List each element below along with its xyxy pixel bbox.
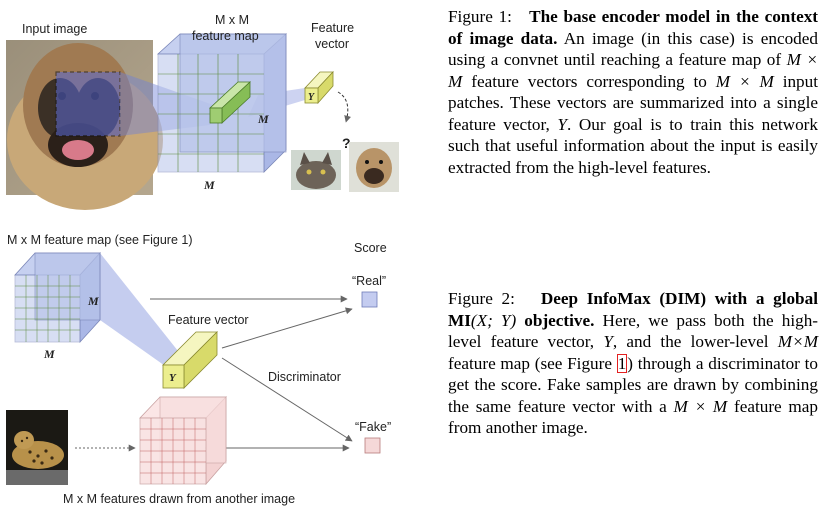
fig1-caption-math-b: M × M: [715, 71, 774, 91]
feature-vector-y: [304, 70, 334, 105]
arrow-y-to-fake-icon: [221, 357, 353, 442]
input-image-label: Input image: [22, 22, 87, 36]
figures-canvas: Input image: [6, 13, 399, 506]
fig1-caption-text-a: An image (in this case) is encoded using…: [448, 28, 818, 70]
fake-label: “Fake”: [355, 420, 391, 434]
other-image-label: M x M features drawn from another image: [63, 492, 295, 506]
fig2-projection: [100, 253, 182, 368]
fig1-caption-math-c: Y: [557, 114, 567, 134]
fig2-caption-math-b: M×M: [777, 332, 819, 351]
feature-vector-label-line2: vector: [315, 37, 349, 51]
input-dog-image: [6, 40, 163, 210]
figure-2-caption: Figure 2: Deep InfoMax (DIM) with a glob…: [448, 288, 818, 439]
fig2-feature-vector-y: [162, 331, 218, 389]
figure-reference-link[interactable]: 1: [616, 353, 628, 373]
feature-map-block: [156, 33, 288, 173]
fig2-caption-text-d: ) through a discriminator to get the sco…: [448, 353, 818, 416]
fig2-y-symbol: Y: [169, 372, 177, 384]
score-label: Score: [354, 241, 387, 255]
fig1-caption-bold: The base encoder model in the context of…: [448, 7, 819, 48]
dotted-arrow-icon: [337, 91, 352, 123]
dog-thumbnail: [349, 142, 399, 192]
fig2-m-symbol-bottom: M: [43, 347, 55, 361]
m-symbol-side: M: [257, 112, 269, 126]
fig2-caption-text-a: Here, we pass both the high-level featur…: [448, 310, 819, 352]
question-mark: ?: [342, 135, 351, 151]
fig1-caption-math-a: M × M: [448, 50, 819, 91]
figure-2: M x M feature map (see Figure 1) Score M…: [6, 233, 391, 506]
fake-score-box: [364, 437, 381, 454]
y-symbol-fig1: Y: [308, 92, 315, 103]
fig1-caption-text-d: . Our goal is to train this network such…: [448, 114, 818, 177]
fig1-caption-prefix: Figure 1:: [448, 7, 512, 26]
fig2-caption-text-b: , and the lower-level: [612, 332, 769, 351]
real-score-box: [361, 291, 378, 308]
fig1-caption-text-c: input patches. These vectors are summari…: [448, 71, 819, 134]
leopard-image: [6, 410, 68, 485]
feature-map-label-line2: feature map: [192, 29, 259, 43]
discriminator-label: Discriminator: [268, 370, 341, 384]
cat-thumbnail: [291, 150, 341, 190]
fig2-m-symbol-side: M: [87, 294, 99, 308]
fig2-caption-text-e: feature map from another image.: [448, 396, 819, 438]
fig2-caption-text-c: feature map (see Figure: [448, 353, 612, 373]
fig2-caption-bold-a: Deep InfoMax (DIM) with a global MI: [448, 289, 818, 330]
fig2-feature-vector-label: Feature vector: [168, 313, 249, 327]
figure-1: Input image: [6, 13, 399, 210]
fig2-feature-map-block: [14, 251, 101, 344]
real-label: “Real”: [352, 274, 386, 288]
fig2-feature-map-title: M x M feature map (see Figure 1): [7, 233, 192, 247]
fig2-caption-prefix: Figure 2:: [448, 289, 515, 308]
arrow-y-to-real-icon: [221, 307, 353, 349]
fig2-caption-math-a: Y: [603, 332, 613, 351]
m-symbol-bottom: M: [203, 178, 215, 192]
fig2-caption-bold-b: objective.: [524, 310, 595, 330]
fig2-caption-math-c: M × M: [673, 396, 728, 416]
fig1-caption-text-b: feature vectors corresponding to: [471, 71, 707, 91]
feature-map-label-line1: M x M: [215, 13, 249, 27]
feature-vector-label-line1: Feature: [311, 21, 354, 35]
other-image-feature-map: [139, 396, 227, 486]
figure-1-caption: Figure 1: The base encoder model in the …: [448, 6, 818, 178]
fig2-caption-bold-math: (X; Y): [470, 310, 517, 330]
